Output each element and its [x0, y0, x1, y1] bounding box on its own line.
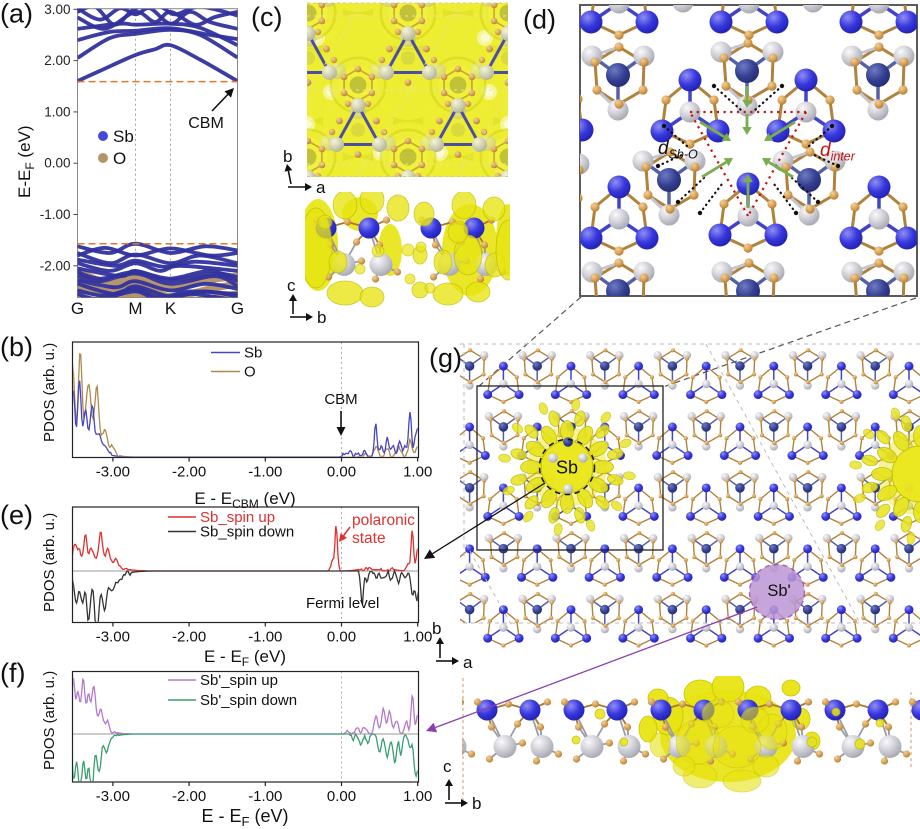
- svg-text:M: M: [128, 299, 142, 318]
- svg-text:(c): (c): [251, 2, 282, 32]
- svg-text:a: a: [463, 653, 473, 672]
- svg-text:O: O: [113, 149, 126, 168]
- svg-text:PDOS (arb. u.): PDOS (arb. u.): [41, 513, 58, 612]
- svg-text:(g): (g): [429, 343, 462, 373]
- svg-text:3.00: 3.00: [44, 2, 70, 17]
- svg-text:E - EF (eV): E - EF (eV): [204, 647, 286, 669]
- svg-text:b: b: [283, 147, 292, 166]
- svg-text:1.00: 1.00: [403, 788, 432, 805]
- svg-text:G: G: [71, 299, 84, 318]
- svg-text:(b): (b): [0, 332, 33, 362]
- svg-text:-3.00: -3.00: [96, 464, 130, 481]
- svg-text:E-EF (eV): E-EF (eV): [15, 125, 37, 198]
- svg-text:Sb_spin up: Sb_spin up: [200, 509, 275, 526]
- svg-text:-1.00: -1.00: [40, 207, 71, 222]
- svg-text:-2.00: -2.00: [172, 464, 206, 481]
- svg-text:Sb: Sb: [244, 345, 262, 362]
- svg-text:PDOS (arb. u.): PDOS (arb. u.): [41, 671, 58, 770]
- svg-text:c: c: [443, 757, 452, 776]
- svg-text:Sb'_spin down: Sb'_spin down: [200, 692, 297, 709]
- svg-text:CBM: CBM: [188, 115, 224, 132]
- svg-text:0.00: 0.00: [327, 788, 356, 805]
- svg-text:1.00: 1.00: [44, 104, 70, 119]
- svg-text:0.00: 0.00: [327, 464, 356, 481]
- svg-text:-2.00: -2.00: [40, 258, 71, 273]
- svg-text:Sb: Sb: [556, 458, 578, 478]
- svg-text:(e): (e): [0, 500, 33, 530]
- svg-text:state: state: [352, 530, 386, 547]
- svg-text:O: O: [244, 364, 256, 381]
- svg-text:Sb: Sb: [113, 127, 134, 146]
- svg-text:-2.00: -2.00: [172, 629, 206, 646]
- svg-text:polaronic: polaronic: [352, 512, 415, 529]
- svg-text:CBM: CBM: [324, 391, 357, 408]
- svg-text:b: b: [472, 794, 481, 813]
- svg-text:(a): (a): [0, 0, 33, 29]
- svg-text:0.00: 0.00: [44, 156, 70, 171]
- svg-text:-3.00: -3.00: [96, 629, 130, 646]
- svg-text:(d): (d): [523, 5, 556, 35]
- svg-text:1.00: 1.00: [403, 464, 432, 481]
- svg-text:-1.00: -1.00: [248, 788, 282, 805]
- svg-text:Sb': Sb': [767, 582, 790, 600]
- svg-text:b: b: [317, 308, 326, 327]
- svg-text:-2.00: -2.00: [172, 788, 206, 805]
- svg-text:2.00: 2.00: [44, 53, 70, 68]
- svg-text:1.00: 1.00: [403, 629, 432, 646]
- svg-text:(f): (f): [0, 658, 25, 688]
- svg-text:b: b: [432, 619, 441, 638]
- svg-text:-3.00: -3.00: [96, 788, 130, 805]
- svg-text:E - EF (eV): E - EF (eV): [202, 806, 289, 829]
- svg-text:E - ECBM (eV): E - ECBM (eV): [194, 489, 295, 511]
- svg-text:PDOS (arb. u.): PDOS (arb. u.): [41, 343, 58, 442]
- svg-text:G: G: [231, 299, 244, 318]
- svg-text:a: a: [316, 178, 326, 197]
- svg-text:-1.00: -1.00: [248, 464, 282, 481]
- svg-text:Fermi level: Fermi level: [306, 595, 379, 612]
- svg-text:c: c: [287, 276, 296, 295]
- svg-text:K: K: [165, 299, 177, 318]
- svg-text:-1.00: -1.00: [248, 629, 282, 646]
- svg-text:0.00: 0.00: [327, 629, 356, 646]
- svg-text:Sb'_spin up: Sb'_spin up: [200, 672, 278, 689]
- svg-text:Sb_spin down: Sb_spin down: [200, 524, 294, 541]
